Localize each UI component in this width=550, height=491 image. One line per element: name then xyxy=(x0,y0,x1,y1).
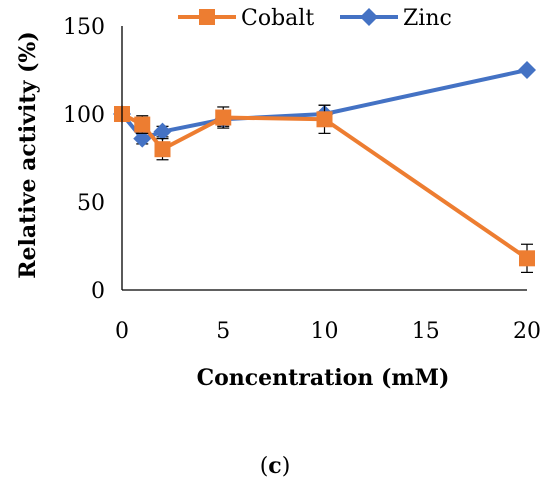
panel-caption: (c) xyxy=(260,453,291,479)
legend-label-zinc: Zinc xyxy=(403,6,452,31)
cobalt-point xyxy=(134,116,151,133)
cobalt-point xyxy=(154,141,171,158)
legend-marker-zinc xyxy=(360,8,378,26)
x-tick-labels: 0 5 10 15 20 xyxy=(115,319,541,344)
x-axis-title: Concentration (mM) xyxy=(197,365,450,391)
caption-letter: c xyxy=(268,453,281,479)
x-tick-label: 15 xyxy=(412,319,440,344)
cobalt-point xyxy=(316,111,333,128)
y-axis-title: Relative activity (%) xyxy=(15,31,41,279)
y-tick-label: 150 xyxy=(63,15,105,40)
x-tick-label: 10 xyxy=(311,319,339,344)
cobalt-line xyxy=(121,112,529,260)
y-tick-label: 50 xyxy=(77,191,105,216)
legend-item-zinc: Zinc xyxy=(340,6,452,31)
plot-area xyxy=(113,61,536,273)
zinc-point xyxy=(133,129,152,148)
zinc-point xyxy=(153,122,172,141)
legend-item-cobalt: Cobalt xyxy=(178,6,314,31)
caption-open: ( xyxy=(260,454,269,479)
x-tick-label: 5 xyxy=(216,319,230,344)
caption-close: ) xyxy=(282,454,291,479)
y-tick-label: 0 xyxy=(91,279,105,304)
x-tick-label: 20 xyxy=(513,319,541,344)
y-tick-labels: 0 50 100 150 xyxy=(63,15,105,304)
y-tick-label: 100 xyxy=(63,103,105,128)
cobalt-point xyxy=(519,250,535,267)
zinc-point xyxy=(518,61,536,79)
legend: Cobalt Zinc xyxy=(178,6,452,31)
x-tick-label: 0 xyxy=(115,319,129,344)
axes xyxy=(121,26,527,291)
series-zinc xyxy=(113,61,536,148)
legend-label-cobalt: Cobalt xyxy=(241,6,314,31)
cobalt-point xyxy=(215,109,232,126)
legend-marker-cobalt xyxy=(199,9,215,25)
